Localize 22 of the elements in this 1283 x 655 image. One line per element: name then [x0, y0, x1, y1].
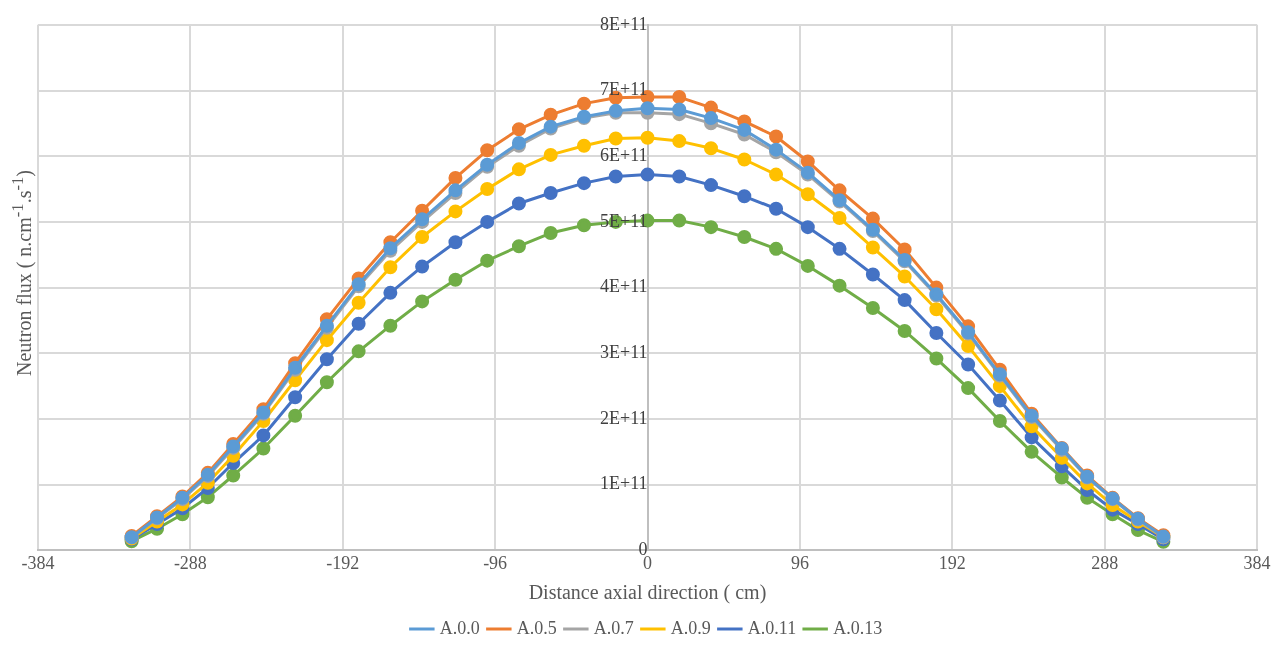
x-tick-label: 288 [1091, 552, 1119, 573]
x-tick-label: 96 [790, 552, 809, 573]
x-axis-title: Distance axial direction ( cm) [528, 581, 767, 605]
y-tick-label: 8E+11 [600, 13, 648, 34]
x-tick-label: -192 [326, 552, 360, 573]
legend-label: A.0.11 [747, 617, 797, 638]
legend-label: A.0.9 [670, 617, 711, 638]
y-tick-label: 1E+11 [600, 473, 648, 494]
x-tick-label: -288 [173, 552, 207, 573]
y-tick-label: 6E+11 [600, 144, 648, 165]
x-tick-label: 384 [1243, 552, 1271, 573]
y-tick-label: 2E+11 [600, 407, 648, 428]
y-tick-label: 7E+11 [600, 79, 648, 100]
x-tick-label: -384 [21, 552, 55, 573]
y-tick-label: 4E+11 [600, 276, 648, 297]
legend-label: A.0.7 [593, 617, 634, 638]
y-tick-label: 3E+11 [600, 342, 648, 363]
legend-label: A.0.0 [439, 617, 480, 638]
legend-label: A.0.5 [516, 617, 557, 638]
legend-label: A.0.13 [833, 617, 883, 638]
x-tick-label: -96 [483, 552, 508, 573]
x-tick-label: 192 [938, 552, 966, 573]
